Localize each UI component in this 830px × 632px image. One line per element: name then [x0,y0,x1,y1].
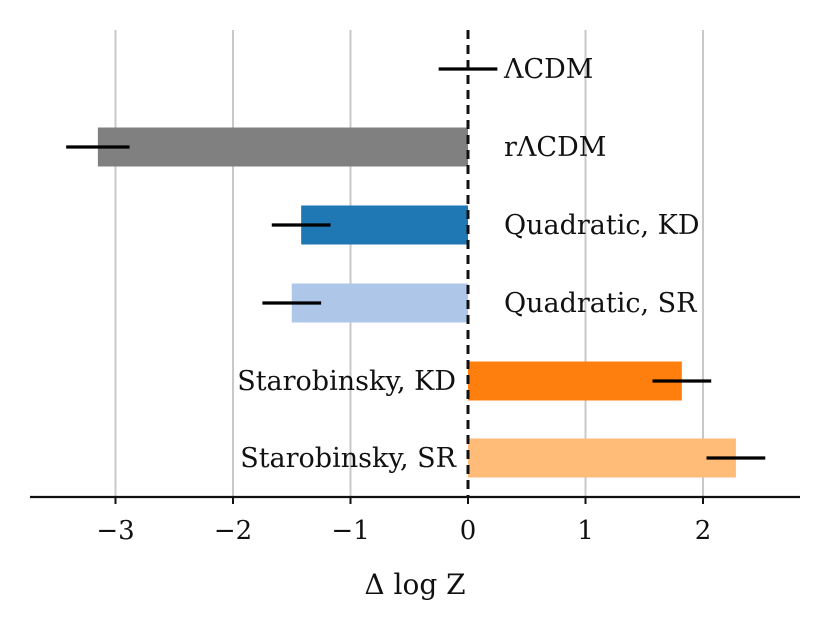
bar-5 [468,438,736,478]
x-tick-label-0: −3 [96,516,134,546]
category-label-1: rΛCDM [504,132,606,163]
grid-layer [114,30,704,497]
axis-layer: −3 −2 −1 0 1 2 [30,30,800,546]
x-tick-label-4: 1 [577,516,594,546]
x-tick-label-2: −1 [331,516,369,546]
x-axis-title: Δ log Z [364,568,465,601]
category-label-0: ΛCDM [503,54,593,85]
x-tick-label-1: −2 [214,516,252,546]
bar-1 [97,127,468,167]
errorbar-layer [66,67,766,460]
bar-layer [97,127,736,478]
category-label-2: Quadratic, KD [504,210,700,241]
category-label-3: Quadratic, SR [504,288,697,319]
x-tick-label-5: 2 [695,516,712,546]
x-tick-label-3: 0 [460,516,477,546]
category-label-layer: ΛCDM rΛCDM Quadratic, KD Quadratic, SR Staro… [237,54,699,474]
category-label-5: Starobinsky, SR [240,443,456,474]
bar-4 [468,361,682,401]
category-label-4: Starobinsky, KD [237,366,456,397]
